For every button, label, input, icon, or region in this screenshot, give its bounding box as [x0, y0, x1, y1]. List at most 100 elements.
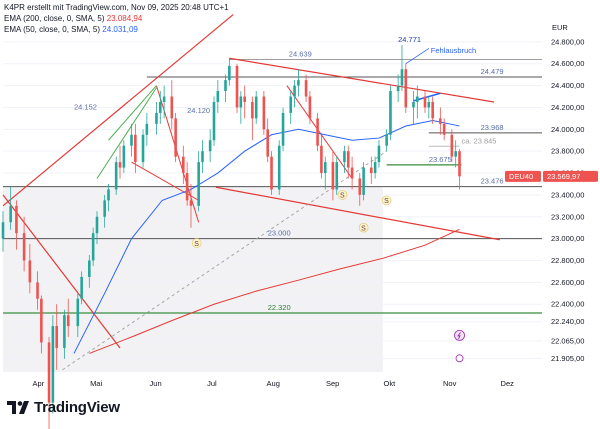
candle-body [297, 80, 300, 86]
candle-body [254, 96, 258, 119]
event-flash-glyph [457, 332, 461, 340]
level-label: ca. 23.845 [461, 136, 496, 145]
support-marker-label: S [194, 241, 199, 248]
candle-body [174, 118, 177, 157]
may-channel-upper-line [108, 85, 157, 141]
ema50-line [73, 120, 460, 354]
candle-body [224, 80, 227, 92]
candle-body [458, 151, 461, 177]
x-tick-label: Dez [501, 379, 515, 388]
candle-body [404, 69, 408, 108]
x-tick-label: Okt [384, 379, 397, 388]
candle-body [343, 151, 346, 163]
candle-body [95, 216, 99, 234]
symbol-tag-bg [505, 170, 541, 182]
candle-body [251, 101, 254, 119]
candle-body [155, 112, 158, 124]
candle-body [362, 167, 365, 195]
candle-body [335, 162, 339, 190]
y-tick-label: 21.905,00 [551, 354, 584, 363]
y-tick-label: 22.400,00 [551, 300, 584, 309]
y-tick-label: 24.400,00 [551, 81, 584, 90]
candle-body [185, 173, 189, 201]
level-label: 24.479 [481, 67, 504, 76]
chart-header: K4PR erstellt mit TradingView.com, Nov 0… [4, 2, 229, 35]
level-label: 23.476 [481, 177, 504, 186]
candle-body [9, 205, 12, 223]
candle-body [454, 151, 457, 157]
candle-body [107, 189, 110, 201]
support-marker-label: S [361, 226, 366, 233]
candle-body [130, 134, 133, 146]
candle-body [320, 145, 323, 174]
x-tick-label: Apr [33, 379, 45, 388]
lower-falling-channel-line [215, 186, 500, 241]
candle-body [36, 282, 39, 299]
candle-body [304, 80, 308, 97]
candle-body [439, 118, 442, 124]
event-flash-icon [454, 329, 465, 341]
level-label: 23.000 [268, 229, 291, 238]
level-label: 24.152 [74, 103, 97, 112]
level-label: 23.675 [429, 155, 452, 164]
candle-body [266, 129, 270, 157]
y-tick-label: 23.200,00 [551, 212, 584, 221]
candle-body [88, 260, 91, 277]
august-drop-line [286, 85, 353, 179]
candle-body [80, 276, 83, 299]
ema50-legend-value: 24.031,09 [102, 25, 138, 34]
fakeout-callout-label: Fehlausbruch [431, 46, 476, 55]
candle-body [141, 134, 145, 163]
candle-body [158, 101, 162, 113]
support-marker-label: S [340, 193, 345, 200]
uptrend-channel-line [2, 14, 234, 207]
candle-body [377, 145, 381, 163]
x-tick-label: Jun [150, 379, 162, 388]
candle-body [197, 162, 200, 206]
candle-body [91, 233, 95, 261]
candle-body [316, 118, 319, 146]
candle-body [323, 162, 327, 174]
y-tick-label: 22.600,00 [551, 278, 584, 287]
x-tick-label: Jul [207, 379, 217, 388]
level-label: 24.120 [187, 106, 210, 115]
event-dot-icon [455, 354, 464, 363]
candle-body [103, 200, 106, 217]
candle-body [76, 298, 80, 327]
candle-body [427, 101, 431, 108]
candle-body [239, 96, 243, 108]
level-label: 22.320 [268, 303, 291, 312]
tradingview-logo[interactable]: TradingView [7, 399, 120, 416]
candle-body [416, 96, 419, 102]
ema50-legend-label[interactable]: EMA (50, close, 0, SMA, 5) [4, 25, 101, 34]
candle-body [396, 85, 400, 92]
tradingview-wordmark: TradingView [34, 399, 120, 416]
chart-caption: K4PR erstellt mit TradingView.com, Nov 0… [4, 3, 229, 12]
ema200-line [89, 228, 460, 354]
candle-body [442, 123, 446, 135]
ema200-legend-label[interactable]: EMA (200, close, 0, SMA, 5) [4, 14, 105, 23]
candle-body [145, 123, 149, 135]
level-label: 24.639 [289, 49, 312, 58]
candle-body [373, 162, 377, 174]
y-tick-label: 24.200,00 [551, 103, 584, 112]
candle-body [15, 205, 18, 234]
currency-label: EUR [552, 23, 568, 32]
fakeout-callout-leader [405, 48, 430, 65]
candle-body [63, 315, 66, 348]
y-tick-label: 22.065,00 [551, 336, 584, 345]
candle-body [170, 96, 174, 119]
candle-body [385, 134, 388, 146]
support-marker-label: S [384, 198, 389, 205]
candle-body [162, 96, 166, 102]
candle-body [212, 101, 216, 141]
level-label: 24.771 [398, 35, 421, 44]
april-downtrend-line [2, 194, 121, 349]
candle-body [431, 101, 434, 119]
last-price-tag-bg [543, 170, 598, 182]
candle-body [450, 134, 454, 157]
upper-falling-channel-line [229, 57, 495, 103]
candle-body [277, 145, 281, 190]
candle-body [47, 342, 51, 403]
